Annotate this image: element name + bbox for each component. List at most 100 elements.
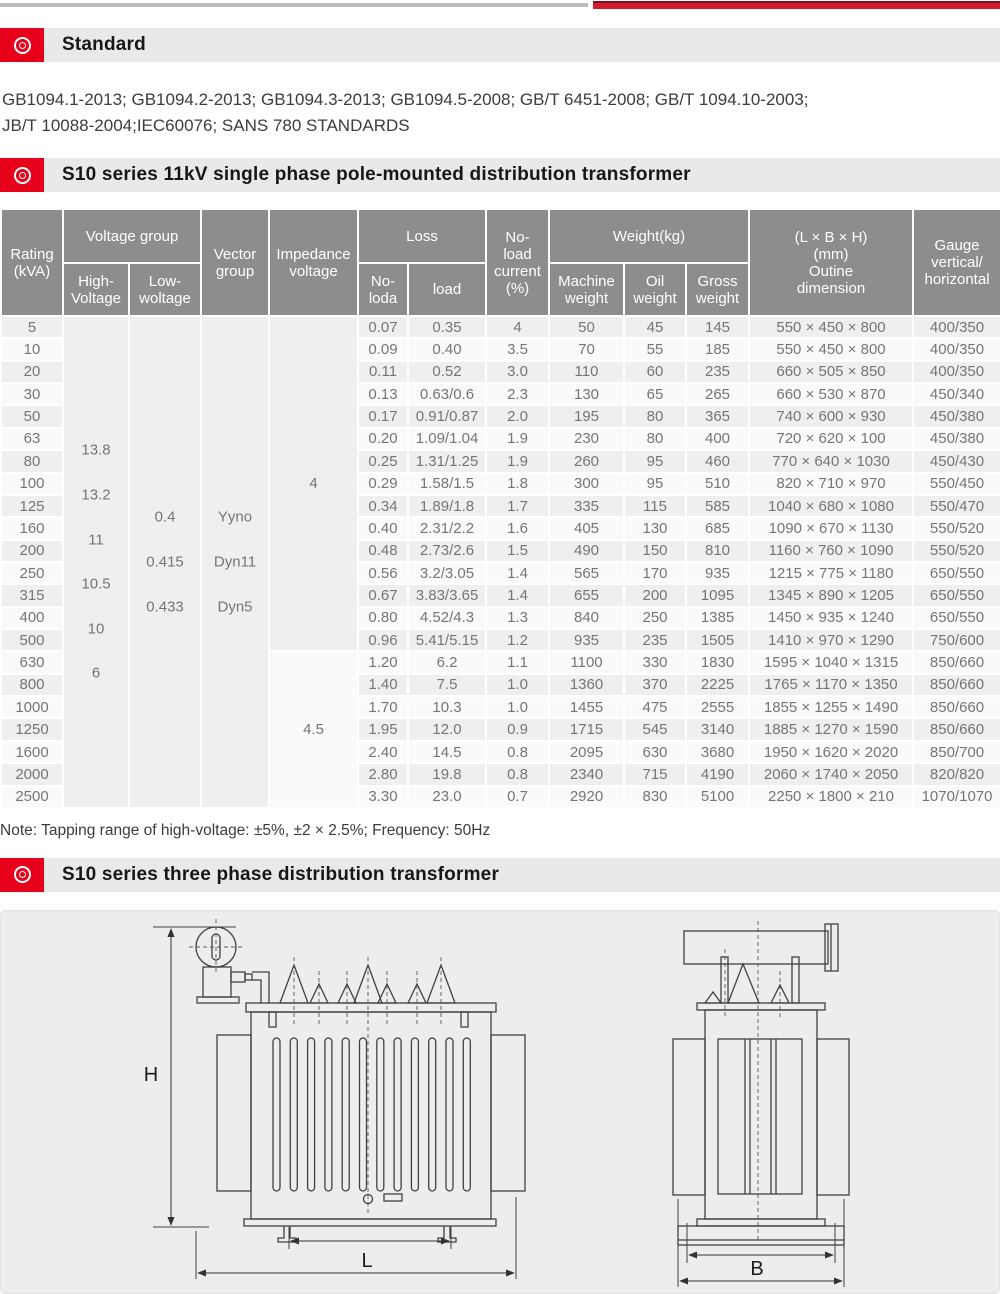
cell-no-load-loss: 0.80 <box>357 605 410 631</box>
section-header-standard: Standard <box>0 28 1000 62</box>
cell-load-loss: 0.91/0.87 <box>407 404 488 429</box>
cell-no-load-current: 0.8 <box>485 762 551 787</box>
transformer-drawings: H <box>144 918 850 1287</box>
cell-machine-weight: 490 <box>548 538 626 563</box>
cell-gauge: 750/600 <box>912 628 1000 653</box>
header-no-load-current: No- load current (%) <box>485 208 551 317</box>
cell-load-loss: 3.83/3.65 <box>407 583 488 608</box>
cell-oil-weight: 95 <box>623 449 688 474</box>
cell-oil-weight: 150 <box>623 538 688 563</box>
cell-rating: 160 <box>0 516 64 541</box>
header-low-voltage: Low- woltage <box>127 262 203 317</box>
cell-gauge: 450/340 <box>912 382 1000 407</box>
tank-lid <box>696 1002 826 1011</box>
cell-no-load-current: 1.7 <box>485 493 551 519</box>
cell-gross-weight: 460 <box>685 449 751 474</box>
cell-load-loss: 1.58/1.5 <box>407 471 488 496</box>
cell-no-load-loss: 0.96 <box>357 628 410 653</box>
cell-no-load-current: 1.1 <box>485 650 551 675</box>
cell-load-loss: 1.89/1.8 <box>407 493 488 519</box>
bushing-insulators <box>279 956 456 1213</box>
oil-gauge-icon <box>189 918 270 1004</box>
cell-oil-weight: 60 <box>623 359 688 385</box>
cell-gross-weight: 185 <box>685 337 751 362</box>
cell-oil-weight: 200 <box>623 583 688 608</box>
cell-oil-weight: 95 <box>623 471 688 496</box>
cell-dimension: 2250 × 1800 × 210 <box>748 784 915 809</box>
cell-gauge: 400/350 <box>912 359 1000 385</box>
low-voltage-cell: 0.4 0.415 0.433 <box>127 315 203 809</box>
double-circle-icon <box>13 166 31 184</box>
cell-machine-weight: 260 <box>548 449 626 474</box>
cell-gross-weight: 810 <box>685 538 751 563</box>
cell-gross-weight: 2225 <box>685 672 751 698</box>
cell-load-loss: 4.52/4.3 <box>407 605 488 631</box>
cell-gauge: 650/550 <box>912 560 1000 586</box>
cell-rating: 200 <box>0 538 64 563</box>
cell-machine-weight: 300 <box>548 471 626 496</box>
section-header-three-phase: S10 series three phase distribution tran… <box>0 857 1000 892</box>
high-voltage-cell: 13.8 13.2 11 10.5 10 6 <box>62 315 130 809</box>
cell-gross-weight: 3140 <box>685 717 751 742</box>
cell-rating: 800 <box>0 672 64 698</box>
section-bullet-icon <box>0 28 44 62</box>
header-vector-group: Vector group <box>200 208 271 317</box>
high-voltage-cell-value: 10 <box>87 620 105 638</box>
cell-gross-weight: 5100 <box>685 784 751 809</box>
cell-dimension: 1855 × 1255 × 1490 <box>748 695 915 720</box>
drain-valve-icon <box>362 1193 374 1205</box>
cell-no-load-loss: 0.13 <box>357 382 410 407</box>
drawings-panel: H <box>0 909 1000 1294</box>
cell-machine-weight: 130 <box>548 382 626 407</box>
cell-load-loss: 12.0 <box>407 717 488 742</box>
cell-machine-weight: 1360 <box>548 672 626 698</box>
radiator-right <box>816 1038 850 1196</box>
header-no-load-loss: No- loda <box>357 262 410 317</box>
cell-no-load-current: 1.9 <box>485 426 551 452</box>
high-voltage-cell-value: 11 <box>88 531 104 549</box>
cell-no-load-current: 1.3 <box>485 605 551 631</box>
cell-no-load-current: 0.8 <box>485 739 551 765</box>
cell-no-load-loss: 0.20 <box>357 426 410 452</box>
cell-oil-weight: 330 <box>623 650 688 675</box>
cell-no-load-current: 1.2 <box>485 628 551 653</box>
cell-gross-weight: 145 <box>685 314 751 340</box>
cell-load-loss: 19.8 <box>407 762 488 787</box>
cell-gross-weight: 1385 <box>685 605 751 631</box>
cell-load-loss: 7.5 <box>407 672 488 698</box>
cell-dimension: 1410 × 970 × 1290 <box>748 628 915 653</box>
cell-no-load-current: 1.4 <box>485 583 551 608</box>
cell-oil-weight: 115 <box>623 493 688 519</box>
cell-oil-weight: 130 <box>623 516 688 541</box>
table-row: 2500 3.30 23.0 0.7 2920 830 5100 2250 × 1800 × … <box>0 784 1000 809</box>
base-skid <box>243 1218 497 1227</box>
cell-no-load-current: 0.9 <box>485 717 551 742</box>
cell-machine-weight: 840 <box>548 605 626 631</box>
cell-gauge: 550/520 <box>912 538 1000 563</box>
table-row: 5 13.8 13.2 11 10.5 10 6 0.4 0.415 0.433 Yyno Dyn11… <box>0 314 1000 809</box>
front-view-drawing: H <box>144 918 526 1279</box>
header-gross-weight: Gross weight <box>685 262 751 317</box>
cell-load-loss: 2.73/2.6 <box>407 538 488 563</box>
cell-no-load-current: 1.4 <box>485 560 551 586</box>
cell-no-load-loss: 0.67 <box>357 583 410 608</box>
cell-dimension: 1765 × 1170 × 1350 <box>748 672 915 698</box>
cell-machine-weight: 230 <box>548 426 626 452</box>
cell-load-loss: 2.31/2.2 <box>407 516 488 541</box>
cell-load-loss: 0.63/0.6 <box>407 382 488 407</box>
cell-rating: 5 <box>0 314 64 340</box>
standards-line-2: JB/T 10088-2004;IEC60076; SANS 780 STAND… <box>2 116 410 135</box>
cell-load-loss: 23.0 <box>407 784 488 809</box>
header-voltage-group: Voltage group <box>61 208 203 264</box>
cell-rating: 500 <box>0 628 64 653</box>
cell-no-load-loss: 0.07 <box>357 314 410 340</box>
tank-lid <box>245 1002 497 1013</box>
vector-group-cell: Yyno Dyn11 Dyn5 <box>200 315 271 809</box>
standards-text: GB1094.1-2013; GB1094.2-2013; GB1094.3-2… <box>2 87 1000 139</box>
cell-oil-weight: 715 <box>623 762 688 787</box>
high-voltage-cell-value: 6 <box>91 664 101 682</box>
radiator-left <box>672 1038 706 1196</box>
cell-dimension: 1950 × 1620 × 2020 <box>748 739 915 765</box>
cell-gross-weight: 585 <box>685 493 751 519</box>
